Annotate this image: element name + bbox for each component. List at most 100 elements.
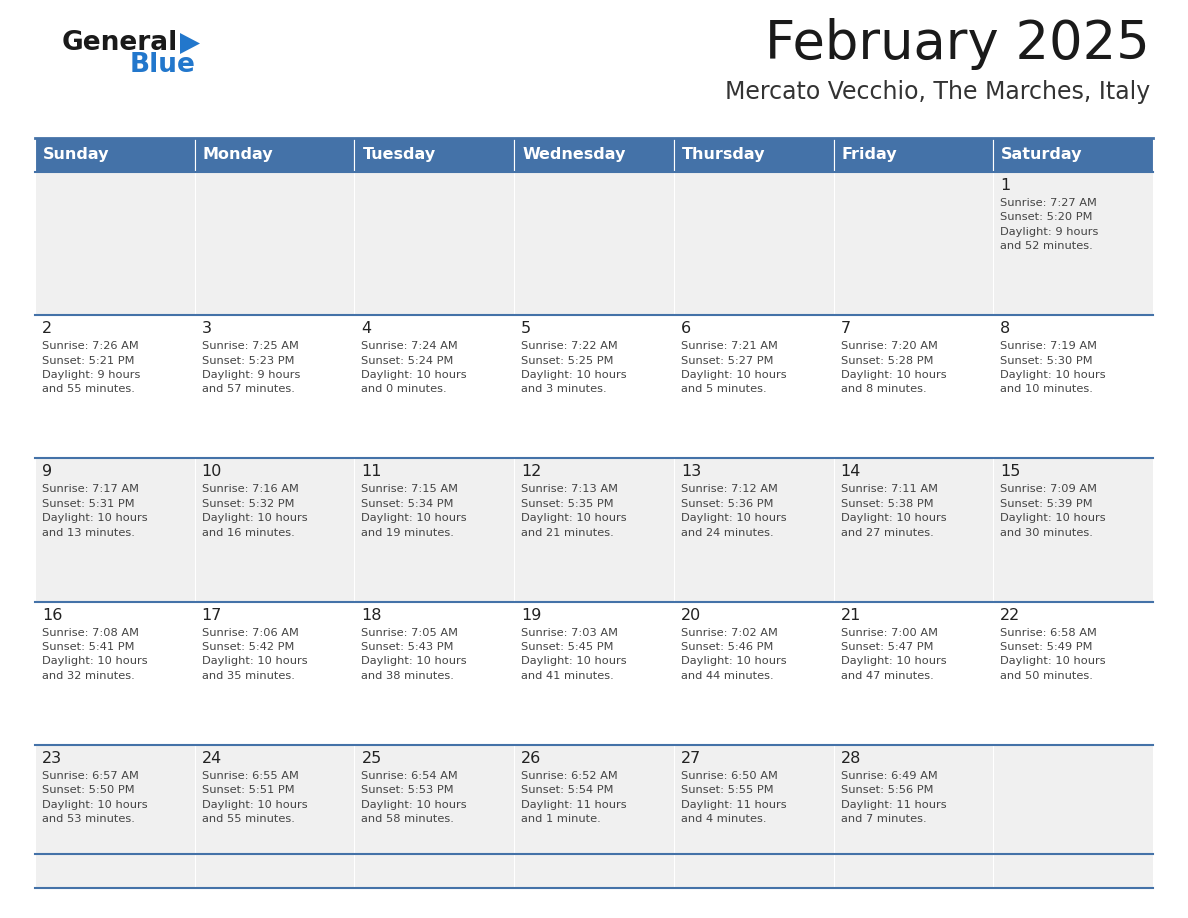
Text: Sunrise: 7:20 AM
Sunset: 5:28 PM
Daylight: 10 hours
and 8 minutes.: Sunrise: 7:20 AM Sunset: 5:28 PM Dayligh… [841, 341, 946, 395]
Text: 4: 4 [361, 321, 372, 336]
Text: Monday: Monday [203, 148, 273, 162]
Bar [993, 172, 1154, 315]
Bar [195, 458, 354, 601]
Text: Tuesday: Tuesday [362, 148, 436, 162]
Text: 28: 28 [841, 751, 861, 766]
Bar [514, 744, 674, 888]
Text: 17: 17 [202, 608, 222, 622]
Text: Sunrise: 7:09 AM
Sunset: 5:39 PM
Daylight: 10 hours
and 30 minutes.: Sunrise: 7:09 AM Sunset: 5:39 PM Dayligh… [1000, 485, 1106, 538]
Bar [993, 601, 1154, 744]
Text: 16: 16 [42, 608, 63, 622]
Text: Sunrise: 6:58 AM
Sunset: 5:49 PM
Daylight: 10 hours
and 50 minutes.: Sunrise: 6:58 AM Sunset: 5:49 PM Dayligh… [1000, 628, 1106, 681]
Text: Sunrise: 6:52 AM
Sunset: 5:54 PM
Daylight: 11 hours
and 1 minute.: Sunrise: 6:52 AM Sunset: 5:54 PM Dayligh… [522, 771, 627, 824]
Bar [354, 601, 514, 744]
Text: 3: 3 [202, 321, 211, 336]
Bar [674, 458, 834, 601]
Text: Sunrise: 7:06 AM
Sunset: 5:42 PM
Daylight: 10 hours
and 35 minutes.: Sunrise: 7:06 AM Sunset: 5:42 PM Dayligh… [202, 628, 308, 681]
Text: Sunrise: 6:57 AM
Sunset: 5:50 PM
Daylight: 10 hours
and 53 minutes.: Sunrise: 6:57 AM Sunset: 5:50 PM Dayligh… [42, 771, 147, 824]
Text: 14: 14 [841, 465, 861, 479]
Bar [834, 315, 993, 458]
Text: Sunrise: 7:00 AM
Sunset: 5:47 PM
Daylight: 10 hours
and 47 minutes.: Sunrise: 7:00 AM Sunset: 5:47 PM Dayligh… [841, 628, 946, 681]
Text: Sunrise: 7:15 AM
Sunset: 5:34 PM
Daylight: 10 hours
and 19 minutes.: Sunrise: 7:15 AM Sunset: 5:34 PM Dayligh… [361, 485, 467, 538]
Text: Sunrise: 7:13 AM
Sunset: 5:35 PM
Daylight: 10 hours
and 21 minutes.: Sunrise: 7:13 AM Sunset: 5:35 PM Dayligh… [522, 485, 627, 538]
Bar [195, 744, 354, 888]
Text: 27: 27 [681, 751, 701, 766]
Text: Sunrise: 7:08 AM
Sunset: 5:41 PM
Daylight: 10 hours
and 32 minutes.: Sunrise: 7:08 AM Sunset: 5:41 PM Dayligh… [42, 628, 147, 681]
Text: 21: 21 [841, 608, 861, 622]
Bar [354, 458, 514, 601]
Text: 10: 10 [202, 465, 222, 479]
Bar [354, 138, 514, 172]
Text: 12: 12 [522, 465, 542, 479]
Text: Sunrise: 7:03 AM
Sunset: 5:45 PM
Daylight: 10 hours
and 41 minutes.: Sunrise: 7:03 AM Sunset: 5:45 PM Dayligh… [522, 628, 627, 681]
Text: Sunrise: 7:21 AM
Sunset: 5:27 PM
Daylight: 10 hours
and 5 minutes.: Sunrise: 7:21 AM Sunset: 5:27 PM Dayligh… [681, 341, 786, 395]
Text: 20: 20 [681, 608, 701, 622]
Text: Sunrise: 6:49 AM
Sunset: 5:56 PM
Daylight: 11 hours
and 7 minutes.: Sunrise: 6:49 AM Sunset: 5:56 PM Dayligh… [841, 771, 946, 824]
Bar [195, 601, 354, 744]
Bar [34, 138, 195, 172]
Text: Sunrise: 7:25 AM
Sunset: 5:23 PM
Daylight: 9 hours
and 57 minutes.: Sunrise: 7:25 AM Sunset: 5:23 PM Dayligh… [202, 341, 301, 395]
Bar [834, 172, 993, 315]
Bar [993, 315, 1154, 458]
Text: 1: 1 [1000, 178, 1011, 193]
Bar [674, 172, 834, 315]
Bar [34, 458, 195, 601]
Text: 25: 25 [361, 751, 381, 766]
Bar [514, 172, 674, 315]
Bar [195, 315, 354, 458]
Text: February 2025: February 2025 [765, 18, 1150, 70]
Bar [195, 172, 354, 315]
Text: 6: 6 [681, 321, 691, 336]
Text: Blue: Blue [129, 52, 196, 78]
Text: 8: 8 [1000, 321, 1011, 336]
Bar [514, 315, 674, 458]
Text: Sunrise: 7:11 AM
Sunset: 5:38 PM
Daylight: 10 hours
and 27 minutes.: Sunrise: 7:11 AM Sunset: 5:38 PM Dayligh… [841, 485, 946, 538]
Bar [674, 138, 834, 172]
Bar [354, 744, 514, 888]
Text: 13: 13 [681, 465, 701, 479]
Text: Sunrise: 6:54 AM
Sunset: 5:53 PM
Daylight: 10 hours
and 58 minutes.: Sunrise: 6:54 AM Sunset: 5:53 PM Dayligh… [361, 771, 467, 824]
Text: 19: 19 [522, 608, 542, 622]
Bar [514, 138, 674, 172]
Text: 2: 2 [42, 321, 52, 336]
Text: Sunrise: 7:24 AM
Sunset: 5:24 PM
Daylight: 10 hours
and 0 minutes.: Sunrise: 7:24 AM Sunset: 5:24 PM Dayligh… [361, 341, 467, 395]
Text: Sunrise: 6:55 AM
Sunset: 5:51 PM
Daylight: 10 hours
and 55 minutes.: Sunrise: 6:55 AM Sunset: 5:51 PM Dayligh… [202, 771, 308, 824]
Bar [34, 172, 195, 315]
Bar [993, 744, 1154, 888]
Text: 26: 26 [522, 751, 542, 766]
Bar [674, 601, 834, 744]
Text: Sunrise: 7:27 AM
Sunset: 5:20 PM
Daylight: 9 hours
and 52 minutes.: Sunrise: 7:27 AM Sunset: 5:20 PM Dayligh… [1000, 198, 1099, 252]
Bar [514, 458, 674, 601]
Bar [993, 138, 1154, 172]
Text: 5: 5 [522, 321, 531, 336]
Polygon shape [181, 33, 200, 54]
Text: 15: 15 [1000, 465, 1020, 479]
Text: Sunrise: 7:17 AM
Sunset: 5:31 PM
Daylight: 10 hours
and 13 minutes.: Sunrise: 7:17 AM Sunset: 5:31 PM Dayligh… [42, 485, 147, 538]
Bar [34, 601, 195, 744]
Bar [674, 744, 834, 888]
Text: Sunrise: 7:16 AM
Sunset: 5:32 PM
Daylight: 10 hours
and 16 minutes.: Sunrise: 7:16 AM Sunset: 5:32 PM Dayligh… [202, 485, 308, 538]
Bar [834, 744, 993, 888]
Text: Sunrise: 7:02 AM
Sunset: 5:46 PM
Daylight: 10 hours
and 44 minutes.: Sunrise: 7:02 AM Sunset: 5:46 PM Dayligh… [681, 628, 786, 681]
Text: 7: 7 [841, 321, 851, 336]
Text: Saturday: Saturday [1001, 148, 1082, 162]
Text: Wednesday: Wednesday [523, 148, 626, 162]
Text: General: General [62, 30, 178, 56]
Bar [674, 315, 834, 458]
Text: Sunrise: 7:22 AM
Sunset: 5:25 PM
Daylight: 10 hours
and 3 minutes.: Sunrise: 7:22 AM Sunset: 5:25 PM Dayligh… [522, 341, 627, 395]
Text: 11: 11 [361, 465, 381, 479]
Text: 18: 18 [361, 608, 381, 622]
Text: Sunrise: 7:26 AM
Sunset: 5:21 PM
Daylight: 9 hours
and 55 minutes.: Sunrise: 7:26 AM Sunset: 5:21 PM Dayligh… [42, 341, 140, 395]
Bar [195, 138, 354, 172]
Bar [34, 315, 195, 458]
Text: Friday: Friday [841, 148, 897, 162]
Bar [354, 172, 514, 315]
Bar [834, 138, 993, 172]
Text: 24: 24 [202, 751, 222, 766]
Text: Sunrise: 6:50 AM
Sunset: 5:55 PM
Daylight: 11 hours
and 4 minutes.: Sunrise: 6:50 AM Sunset: 5:55 PM Dayligh… [681, 771, 786, 824]
Bar [834, 458, 993, 601]
Text: Thursday: Thursday [682, 148, 765, 162]
Bar [993, 458, 1154, 601]
Text: 22: 22 [1000, 608, 1020, 622]
Text: 23: 23 [42, 751, 62, 766]
